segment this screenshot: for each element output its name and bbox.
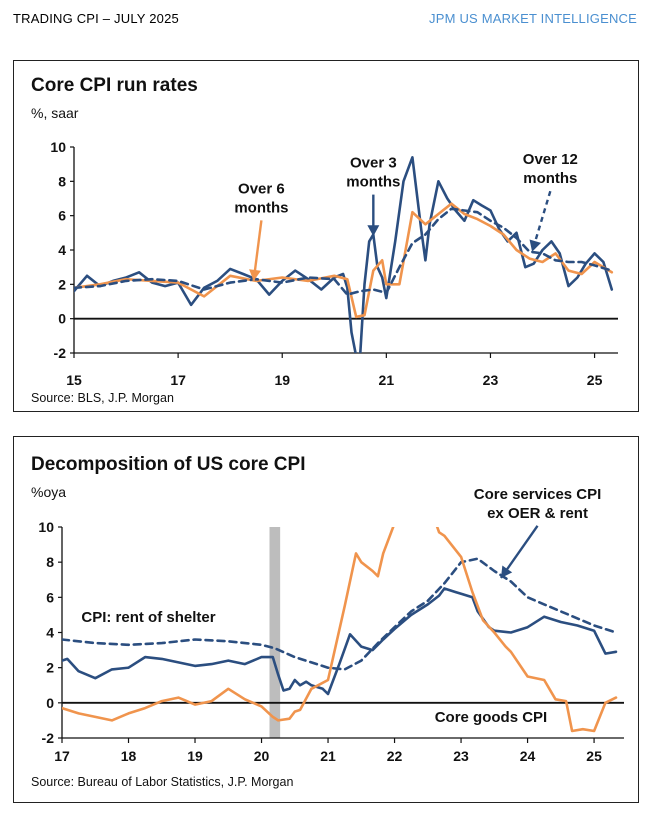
y-axis-unit: %, saar [31,105,79,121]
y-tick-label: 2 [58,276,66,292]
chart-panel-decomposition-core-cpi: Decomposition of US core CPI %oya -2 0 2 4 6… [13,436,639,803]
y-tick-label: 8 [46,554,54,570]
x-tick-label: 19 [187,748,203,764]
publisher-label: JPM US MARKET INTELLIGENCE [429,11,637,26]
x-tick-label: 20 [254,748,270,764]
chart-panel-core-cpi-run-rates: Core CPI run rates %, saar -2 0 2 4 6 8 10 15 17… [13,60,639,412]
chart-decomposition-core-cpi: Decomposition of US core CPI %oya -20246… [31,454,624,789]
series-line-over-12-months [74,207,614,296]
annotation-arrowhead [529,239,542,252]
annotation-label: Over 12 [523,151,578,168]
y-tick-label: 2 [46,660,54,676]
x-tick-label: 25 [587,372,603,388]
x-tick-label: 24 [520,748,536,764]
chart-title: Decomposition of US core CPI [31,454,305,475]
series-line-core-goods-cpi [62,527,618,733]
x-tick-label: 21 [379,372,395,388]
x-tick-label: 19 [274,372,290,388]
annotations: Over 6 months Over 3 months Over 12 months [234,151,578,282]
y-tick-label: 0 [46,695,54,711]
x-tick-label: 17 [54,748,70,764]
annotation-label: Core services CPI [474,486,602,503]
annotation-label: Over 6 [238,180,285,197]
y-tick-label: 10 [50,139,66,155]
annotation-label: ex OER & rent [487,505,588,522]
y-tick-label: 0 [58,311,66,327]
annotation-arrowhead [500,565,513,578]
x-tick-label: 23 [483,372,499,388]
y-tick-label: -2 [54,345,67,361]
annotation-label: months [234,199,288,216]
source-note: Source: BLS, J.P. Morgan [31,391,174,405]
annotations: CPI: rent of shelter Core services CPI ex … [81,486,601,726]
y-tick-label: 6 [58,208,66,224]
series-line-core-services-cpi-ex-oer-rent [62,587,618,696]
series-lines [62,527,618,733]
x-tick-label: 22 [387,748,403,764]
annotation-label: Over 3 [350,155,397,172]
y-tick-label: 10 [38,519,54,535]
annotation-arrow-line [530,190,552,253]
series-line-over-6-months [74,202,614,319]
annotation-arrowhead [249,269,261,281]
x-tick-label: 23 [453,748,469,764]
x-tick-label: 17 [170,372,186,388]
report-title: TRADING CPI – JULY 2025 [13,11,179,26]
y-axis-unit: %oya [31,484,66,500]
chart-core-cpi-run-rates: Core CPI run rates %, saar -2 0 2 4 6 8 10 15 17… [31,75,618,405]
y-tick-label: 4 [46,625,54,641]
y-tick-label: 8 [58,173,66,189]
y-tick-label: -2 [42,730,55,746]
series-lines [74,156,614,353]
x-tick-label: 15 [66,372,82,388]
x-tick-label: 18 [121,748,137,764]
axes: -2 0 2 4 6 8 10 15 17 19 21 23 25 [50,139,618,388]
y-tick-label: 6 [46,589,54,605]
annotation-arrowhead [367,225,380,237]
chart-title: Core CPI run rates [31,75,198,96]
y-tick-label: 4 [58,242,66,258]
source-note: Source: Bureau of Labor Statistics, J.P.… [31,775,293,789]
annotation-label: months [346,174,400,191]
x-tick-label: 25 [586,748,602,764]
recession-shading [269,527,281,738]
annotation-label: Core goods CPI [435,709,548,726]
annotation-label: months [523,170,577,187]
recession-band [269,527,281,738]
annotation-label: CPI: rent of shelter [81,609,215,626]
x-tick-label: 21 [320,748,336,764]
